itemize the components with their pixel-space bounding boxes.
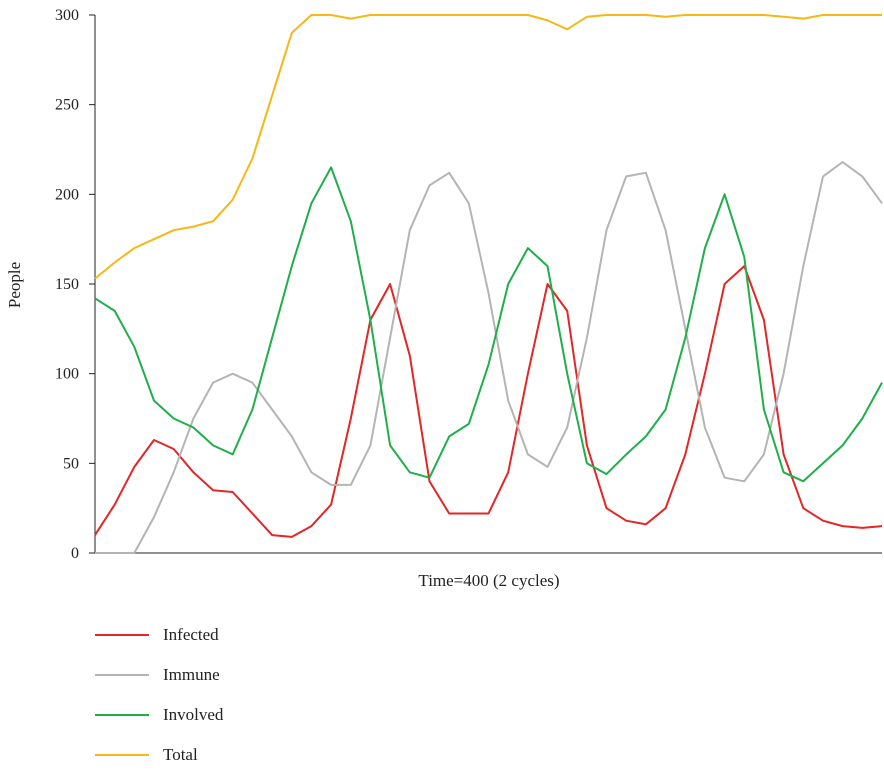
legend-swatch-involved xyxy=(95,714,149,716)
legend-swatch-total xyxy=(95,754,149,756)
legend-label-involved: Involved xyxy=(163,705,224,724)
y-tick-label: 50 xyxy=(63,455,79,472)
legend-label-immune: Immune xyxy=(163,665,220,684)
series-line-infected xyxy=(94,265,883,538)
y-tick-label: 0 xyxy=(71,545,79,562)
legend-item-involved: Involved xyxy=(95,702,223,728)
legend: Infected Immune Involved Total xyxy=(95,622,223,782)
series-layer xyxy=(94,14,883,554)
y-tick-label: 100 xyxy=(55,366,79,383)
legend-item-immune: Immune xyxy=(95,662,223,688)
legend-swatch-infected xyxy=(95,634,149,636)
series-line-immune xyxy=(95,161,883,554)
line-chart: 0 50 100 150 200 250 300 People Time=400 (2 cy… xyxy=(5,7,883,590)
y-axis-ticks: 0 50 100 150 200 250 300 xyxy=(55,7,95,562)
y-tick-label: 150 xyxy=(55,276,79,293)
series-line-total xyxy=(94,14,882,280)
y-axis-label: People xyxy=(5,262,24,308)
y-tick-label: 250 xyxy=(55,97,79,114)
legend-item-total: Total xyxy=(95,742,223,768)
legend-item-infected: Infected xyxy=(95,622,223,648)
legend-swatch-immune xyxy=(95,674,149,676)
y-tick-label: 200 xyxy=(55,186,79,203)
x-axis-label: Time=400 (2 cycles) xyxy=(418,571,559,590)
legend-label-infected: Infected xyxy=(163,625,219,644)
axes xyxy=(94,15,882,554)
series-line-involved xyxy=(94,166,883,483)
y-tick-label: 300 xyxy=(55,7,79,24)
legend-label-total: Total xyxy=(163,745,198,764)
